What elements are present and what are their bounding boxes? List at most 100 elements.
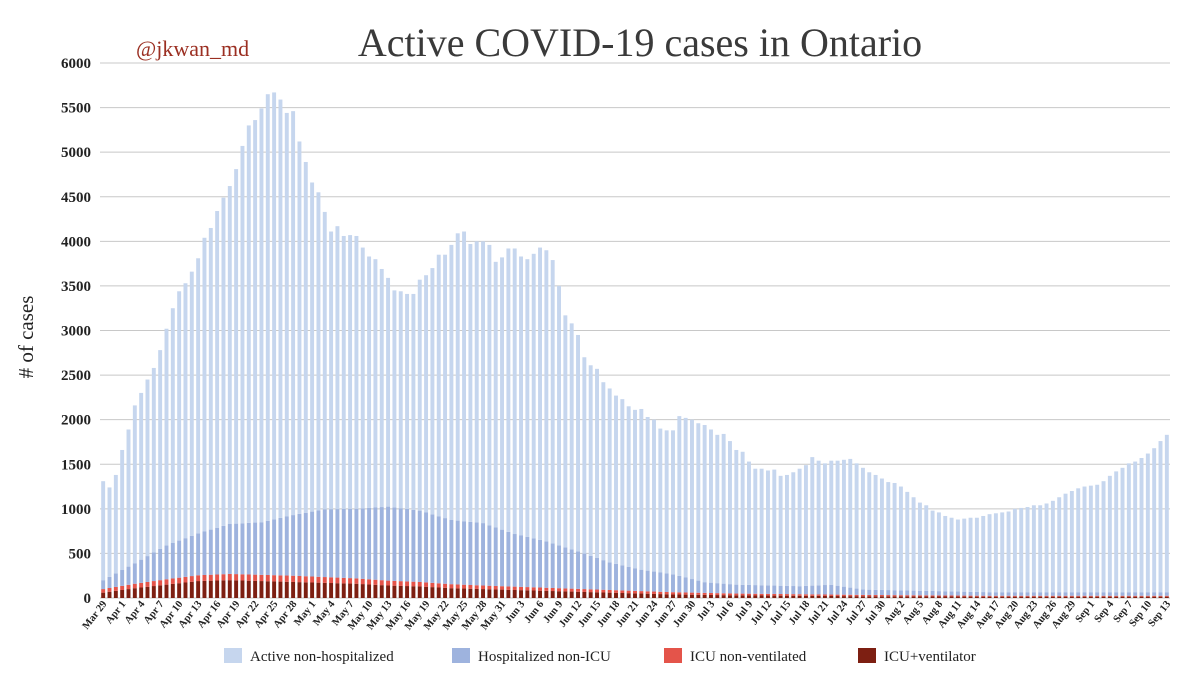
bar-day-12-icu-non-ventilated <box>177 577 182 584</box>
bar-day-140-hospitalized-non-icu <box>987 592 992 596</box>
bar-day-80-active-non-hospitalized <box>607 388 612 563</box>
bar-day-45-hospitalized-non-icu <box>386 506 391 581</box>
bar-day-88-icu-non-ventilated <box>658 591 663 595</box>
bar-day-153-icu-ventilator <box>1069 596 1074 598</box>
bar-day-70-hospitalized-non-icu <box>544 541 549 588</box>
bar-day-25-icu-ventilator <box>259 581 264 598</box>
bar-day-22-active-non-hospitalized <box>240 145 245 524</box>
bar-day-22-icu-non-ventilated <box>240 574 245 581</box>
bar-day-19-active-non-hospitalized <box>221 197 226 526</box>
bar-day-68-active-non-hospitalized <box>531 253 536 539</box>
y-tick-5000: 5000 <box>61 145 91 161</box>
bar-day-124-hospitalized-non-icu <box>886 590 891 596</box>
bar-day-27-active-non-hospitalized <box>272 92 277 520</box>
bar-day-113-hospitalized-non-icu <box>816 585 821 595</box>
bar-day-51-icu-non-ventilated <box>424 582 429 587</box>
bar-day-126-hospitalized-non-icu <box>898 590 903 596</box>
bar-day-47-hospitalized-non-icu <box>398 508 403 582</box>
bar-day-132-active-non-hospitalized <box>936 512 941 592</box>
bar-day-134-icu-ventilator <box>949 596 954 598</box>
bar-day-55-hospitalized-non-icu <box>449 519 454 585</box>
bar-day-59-icu-ventilator <box>474 588 479 598</box>
bar-day-143-hospitalized-non-icu <box>1006 592 1011 596</box>
bar-day-13-active-non-hospitalized <box>183 283 188 539</box>
bar-day-118-hospitalized-non-icu <box>848 587 853 595</box>
bar-day-60-icu-non-ventilated <box>481 585 486 590</box>
bar-day-51-active-non-hospitalized <box>424 275 429 513</box>
bar-day-145-icu-non-ventilated <box>1019 595 1024 597</box>
bar-day-60-hospitalized-non-icu <box>481 523 486 586</box>
bar-day-141-hospitalized-non-icu <box>993 592 998 596</box>
bar-day-40-icu-non-ventilated <box>354 578 359 584</box>
bar-day-118-icu-non-ventilated <box>848 594 853 597</box>
bar-day-89-icu-ventilator <box>664 594 669 598</box>
legend-label-icu-ventilator: ICU+ventilator <box>884 649 976 665</box>
bar-day-137-icu-non-ventilated <box>968 595 973 597</box>
bar-day-105-icu-ventilator <box>766 595 770 598</box>
bar-day-161-icu-ventilator <box>1120 596 1125 598</box>
bar-day-81-hospitalized-non-icu <box>614 563 618 591</box>
bar-day-7-hospitalized-non-icu <box>145 556 150 582</box>
bar-day-105-hospitalized-non-icu <box>766 585 770 594</box>
bar-day-44-active-non-hospitalized <box>379 268 384 508</box>
bar-day-146-active-non-hospitalized <box>1025 507 1030 593</box>
bar-day-69-icu-ventilator <box>538 590 542 598</box>
bar-day-146-hospitalized-non-icu <box>1025 592 1030 596</box>
bar-day-151-active-non-hospitalized <box>1057 497 1062 593</box>
bar-day-91-hospitalized-non-icu <box>677 575 682 593</box>
bar-day-106-icu-non-ventilated <box>772 593 777 596</box>
bar-day-10-icu-non-ventilated <box>164 579 169 585</box>
bar-day-99-active-non-hospitalized <box>728 441 732 585</box>
bar-day-164-active-non-hospitalized <box>1139 458 1144 593</box>
bar-day-52-icu-non-ventilated <box>430 582 435 588</box>
bar-day-45-active-non-hospitalized <box>386 277 391 507</box>
bar-day-40-active-non-hospitalized <box>354 235 359 509</box>
bar-day-76-hospitalized-non-icu <box>582 553 587 590</box>
bar-day-34-icu-non-ventilated <box>316 576 321 583</box>
bar-day-23-icu-non-ventilated <box>246 574 251 581</box>
bar-day-72-hospitalized-non-icu <box>557 545 561 589</box>
bar-day-146-icu-ventilator <box>1025 596 1030 598</box>
bar-day-24-active-non-hospitalized <box>253 120 258 523</box>
bar-day-15-hospitalized-non-icu <box>196 533 201 576</box>
bar-day-153-hospitalized-non-icu <box>1069 592 1074 596</box>
bar-day-125-icu-ventilator <box>892 596 897 598</box>
bar-day-90-hospitalized-non-icu <box>671 574 675 593</box>
bar-day-20-hospitalized-non-icu <box>227 523 232 574</box>
bar-day-91-icu-ventilator <box>677 594 682 598</box>
bar-day-141-icu-non-ventilated <box>993 595 998 597</box>
bar-day-23-hospitalized-non-icu <box>246 522 251 575</box>
bar-day-67-icu-ventilator <box>525 590 530 598</box>
bar-day-143-icu-non-ventilated <box>1006 595 1011 597</box>
bar-day-135-icu-non-ventilated <box>955 595 960 597</box>
bar-day-147-hospitalized-non-icu <box>1031 592 1036 596</box>
bar-day-136-icu-non-ventilated <box>962 595 967 597</box>
bar-day-17-icu-non-ventilated <box>208 574 213 581</box>
bar-day-50-icu-ventilator <box>417 586 422 598</box>
bar-day-124-icu-non-ventilated <box>886 595 891 597</box>
bar-day-20-active-non-hospitalized <box>227 186 232 524</box>
bar-day-6-icu-non-ventilated <box>139 582 144 588</box>
bar-day-111-hospitalized-non-icu <box>803 585 808 595</box>
bar-day-98-icu-non-ventilated <box>721 593 726 596</box>
bar-day-157-icu-non-ventilated <box>1095 595 1100 597</box>
x-tick-label: Sep 4 <box>1093 598 1117 624</box>
bar-day-40-hospitalized-non-icu <box>354 508 359 579</box>
bar-day-137-icu-ventilator <box>968 596 973 598</box>
bar-day-166-hospitalized-non-icu <box>1152 592 1157 596</box>
bar-day-164-icu-ventilator <box>1139 596 1144 598</box>
bar-day-40-icu-ventilator <box>354 583 359 598</box>
bar-day-5-icu-non-ventilated <box>132 583 137 589</box>
bar-day-66-active-non-hospitalized <box>519 256 523 536</box>
bar-day-17-active-non-hospitalized <box>208 227 213 530</box>
bar-day-62-active-non-hospitalized <box>493 261 498 528</box>
bar-day-9-hospitalized-non-icu <box>158 548 163 581</box>
x-tick-label: Jul 30 <box>863 599 888 627</box>
bar-day-19-icu-ventilator <box>221 580 226 598</box>
x-tick-label: Jul 6 <box>714 599 736 623</box>
bar-day-136-hospitalized-non-icu <box>962 591 967 596</box>
bar-day-134-icu-non-ventilated <box>949 595 954 597</box>
bar-day-64-icu-ventilator <box>506 589 511 598</box>
bar-day-63-hospitalized-non-icu <box>500 529 505 587</box>
bar-day-58-hospitalized-non-icu <box>468 521 473 585</box>
